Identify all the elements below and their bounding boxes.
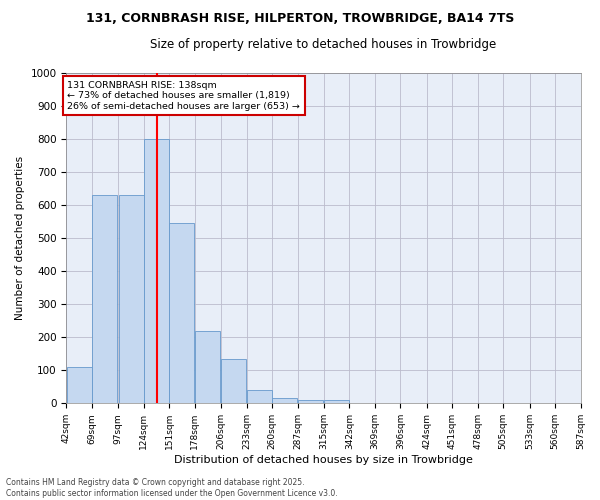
Bar [92, 195, 117, 404]
Bar [119, 195, 143, 404]
Bar [298, 400, 323, 404]
Bar [221, 358, 247, 404]
Y-axis label: Number of detached properties: Number of detached properties [15, 156, 25, 320]
Text: Contains HM Land Registry data © Crown copyright and database right 2025.
Contai: Contains HM Land Registry data © Crown c… [6, 478, 338, 498]
Title: Size of property relative to detached houses in Trowbridge: Size of property relative to detached ho… [151, 38, 497, 51]
Bar [67, 367, 92, 404]
Text: 131, CORNBRASH RISE, HILPERTON, TROWBRIDGE, BA14 7TS: 131, CORNBRASH RISE, HILPERTON, TROWBRID… [86, 12, 514, 26]
Bar [247, 390, 272, 404]
X-axis label: Distribution of detached houses by size in Trowbridge: Distribution of detached houses by size … [174, 455, 473, 465]
Bar [169, 223, 194, 404]
Bar [144, 138, 169, 404]
Bar [272, 398, 297, 404]
Bar [195, 330, 220, 404]
Bar [324, 400, 349, 404]
Text: 131 CORNBRASH RISE: 138sqm
← 73% of detached houses are smaller (1,819)
26% of s: 131 CORNBRASH RISE: 138sqm ← 73% of deta… [67, 81, 300, 110]
